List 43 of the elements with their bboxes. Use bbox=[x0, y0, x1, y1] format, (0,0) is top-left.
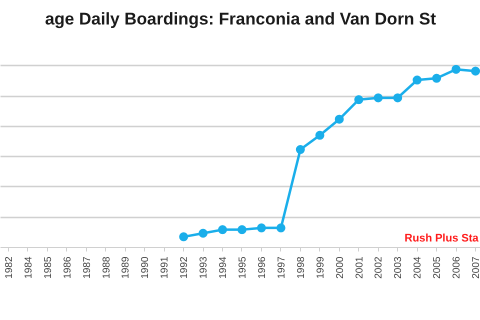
x-tick-label: 1987 bbox=[82, 256, 93, 279]
x-tick-label: 2002 bbox=[374, 256, 385, 279]
x-tick-label: 1991 bbox=[160, 256, 171, 279]
point bbox=[393, 93, 402, 102]
point bbox=[452, 64, 461, 74]
x-tick-label: 1984 bbox=[23, 256, 34, 279]
point bbox=[412, 76, 422, 85]
point bbox=[276, 223, 286, 232]
point bbox=[218, 225, 228, 234]
x-tick-label: 1982 bbox=[4, 256, 15, 279]
x-tick-label: 2006 bbox=[452, 256, 463, 279]
x-tick-label: 2001 bbox=[354, 256, 366, 279]
point bbox=[374, 93, 383, 102]
point bbox=[198, 228, 208, 238]
x-tick-label: 2003 bbox=[393, 256, 404, 279]
x-tick-label: 2000 bbox=[334, 256, 346, 279]
chart-title: age Daily Boardings: Franconia and Van Dorn St bbox=[44, 10, 436, 28]
x-tick-label: 1993 bbox=[198, 256, 210, 279]
x-tick-label: 1995 bbox=[238, 256, 248, 279]
x-tick-label: 1997 bbox=[276, 256, 288, 279]
point bbox=[315, 130, 324, 140]
x-tick-label: 2005 bbox=[432, 256, 444, 279]
point bbox=[256, 223, 266, 232]
annotation: Rush Plus Sta bbox=[404, 232, 480, 244]
x-tick-label: 1989 bbox=[120, 256, 132, 279]
point bbox=[432, 74, 442, 83]
x-tick-label: 1999 bbox=[315, 256, 326, 279]
point bbox=[296, 145, 305, 154]
x-tick-label: 1998 bbox=[296, 256, 307, 279]
point bbox=[334, 114, 344, 124]
point bbox=[179, 232, 188, 242]
x-tick-label: 2007 bbox=[471, 256, 480, 279]
x-tick-label: 1992 bbox=[179, 256, 190, 279]
x-tick-label: 1990 bbox=[140, 256, 152, 279]
x-tick-label: 1986 bbox=[62, 256, 74, 279]
point bbox=[238, 225, 246, 234]
x-tick-label: 1996 bbox=[256, 256, 268, 279]
x-tick-label: 1988 bbox=[101, 256, 112, 279]
point bbox=[354, 95, 364, 104]
point bbox=[471, 66, 480, 76]
x-tick-label: 1985 bbox=[42, 256, 54, 279]
x-tick-label: 2004 bbox=[412, 256, 424, 279]
x-tick-label: 1994 bbox=[218, 256, 230, 279]
